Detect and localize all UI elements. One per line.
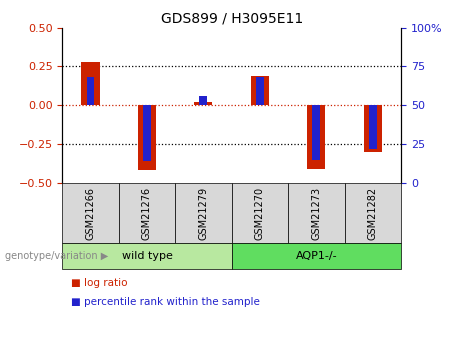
Text: ■ log ratio: ■ log ratio [71,278,128,288]
Bar [87,77,95,105]
Text: GSM21276: GSM21276 [142,187,152,239]
Bar [175,183,231,243]
Bar [118,183,175,243]
Text: genotype/variation ▶: genotype/variation ▶ [5,251,108,261]
Bar [231,183,288,243]
Text: GSM21266: GSM21266 [85,187,95,239]
Bar [369,105,377,149]
Text: wild type: wild type [122,251,172,261]
Bar [307,105,325,169]
Bar [256,77,264,105]
Bar [62,243,231,269]
Text: GSM21273: GSM21273 [311,187,321,239]
Text: ■ percentile rank within the sample: ■ percentile rank within the sample [71,297,260,307]
Bar [251,76,269,105]
Bar [138,105,156,170]
Bar [82,62,100,105]
Bar [288,183,344,243]
Text: AQP1-/-: AQP1-/- [296,251,337,261]
Text: GSM21279: GSM21279 [198,187,208,239]
Bar [344,183,401,243]
Bar [313,105,320,159]
Text: GSM21282: GSM21282 [368,187,378,239]
Bar [231,243,401,269]
Title: GDS899 / H3095E11: GDS899 / H3095E11 [160,11,303,25]
Bar [364,105,382,152]
Text: GSM21270: GSM21270 [255,187,265,239]
Bar [62,183,118,243]
Bar [195,102,213,105]
Bar [200,96,207,105]
Bar [143,105,151,161]
